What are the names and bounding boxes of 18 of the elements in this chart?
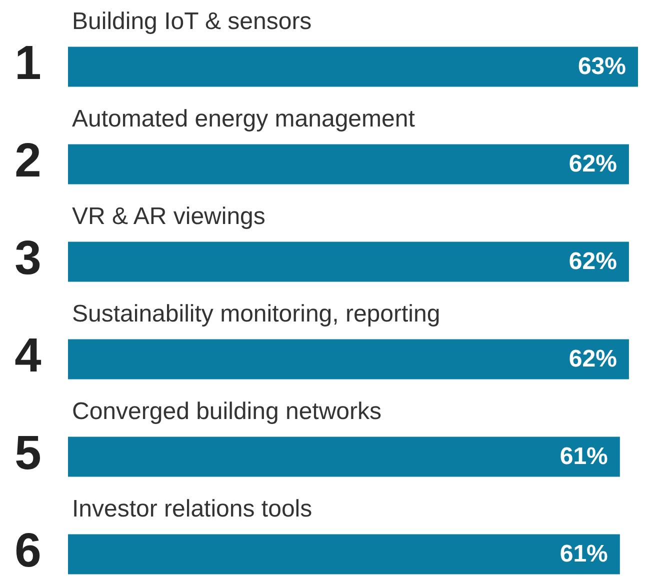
y-tick-label: Sustainability monitoring, reporting [72,300,440,328]
text: 1 [14,36,42,90]
data-label: 61% [560,540,608,568]
y-tick-label: Investor relations tools [72,495,312,522]
text: 6 [14,524,42,578]
data-label: 62% [568,345,617,372]
text: 5 [14,426,42,480]
y-tick-label: Converged building networks [72,398,382,425]
data-label: 63% [578,52,626,80]
text: 3 [14,232,42,285]
y-tick-label: VR & AR viewings [72,202,266,230]
data-label: 62% [568,248,617,275]
text: 4 [14,329,42,382]
data-label: 62% [568,150,617,178]
data-label: 61% [560,442,608,470]
text: 2 [14,134,42,188]
y-tick-label: Automated energy management [72,105,416,132]
y-tick-label: Building IoT & sensors [72,8,312,35]
